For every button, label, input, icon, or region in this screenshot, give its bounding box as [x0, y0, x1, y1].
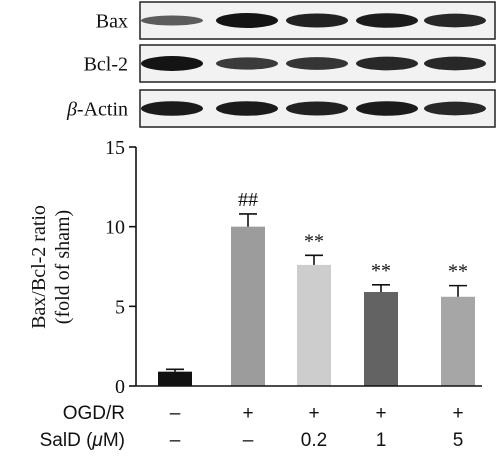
significance-mark: **: [371, 260, 391, 282]
blot-label: Bcl-2: [84, 54, 128, 76]
condition-value: 1: [376, 430, 387, 451]
significance-mark: ##: [238, 189, 258, 211]
blot-band: [216, 101, 278, 116]
blot-band: [424, 13, 486, 28]
y-axis-title-line2: (fold of sham): [52, 210, 74, 324]
condition-value: +: [308, 403, 319, 424]
condition-label: SalD (μM): [40, 430, 125, 451]
blot-label-suffix: Bcl-2: [84, 54, 128, 76]
blot-band: [286, 101, 348, 116]
blot-label-italic: β: [66, 99, 77, 121]
bar-group: **: [364, 260, 398, 386]
bar-group: **: [441, 261, 475, 386]
blot-band: [356, 101, 418, 116]
condition-value: –: [170, 403, 181, 424]
condition-label-italic: μ: [91, 430, 103, 451]
blot-band: [356, 13, 418, 28]
blot-band: [286, 57, 348, 70]
blot-band: [141, 56, 203, 71]
blot-band: [141, 101, 203, 116]
condition-value: +: [452, 403, 463, 424]
condition-value: +: [375, 403, 386, 424]
blot-strip: Bax: [96, 1, 496, 40]
significance-mark: **: [448, 261, 468, 283]
blot-label: β-Actin: [66, 99, 128, 121]
bar: [158, 371, 192, 386]
condition-label-prefix: SalD (: [40, 430, 93, 451]
blot-strip: Bcl-2: [84, 44, 496, 83]
blot-label: Bax: [96, 11, 128, 33]
condition-table: OGD/R – + + + + SalD (μM) – – 0.2 1 5: [40, 403, 464, 451]
blot-band: [424, 56, 486, 71]
significance-mark: **: [304, 230, 324, 252]
blot-panel: Bax Bcl-2 β-Actin: [66, 1, 496, 128]
y-axis: 0 5 10 15: [105, 137, 137, 398]
blot-strip: β-Actin: [66, 89, 496, 128]
blot-band: [424, 101, 486, 116]
bar: [364, 291, 398, 386]
bar: [441, 296, 475, 386]
bar: [297, 264, 331, 386]
blot-band: [216, 13, 278, 28]
y-axis-title: Bax/Bcl-2 ratio (fold of sham): [28, 205, 74, 329]
blot-band: [356, 56, 418, 71]
blot-band: [286, 13, 348, 28]
bar-group: [158, 368, 192, 386]
condition-label-suffix: M): [103, 430, 125, 451]
y-axis-title-line1: Bax/Bcl-2 ratio: [28, 205, 50, 329]
condition-value: +: [242, 403, 253, 424]
blot-label-suffix: Bax: [96, 11, 128, 33]
blot-label-suffix: -Actin: [77, 99, 128, 121]
bar-group: ##: [231, 189, 265, 386]
y-tick-label: 10: [105, 217, 125, 239]
y-tick-label: 15: [105, 137, 125, 159]
bars: ## ** ** **: [158, 189, 475, 386]
y-tick-label: 5: [115, 296, 125, 318]
condition-value: 5: [453, 430, 464, 451]
blot-band: [216, 57, 278, 70]
condition-value: –: [243, 430, 254, 451]
bar: [231, 226, 265, 386]
condition-row: OGD/R – + + + +: [63, 403, 464, 424]
condition-label: OGD/R: [63, 403, 125, 424]
blot-band: [141, 15, 203, 26]
y-tick-label: 0: [115, 376, 125, 398]
condition-value: –: [170, 430, 181, 451]
condition-row: SalD (μM) – – 0.2 1 5: [40, 430, 464, 451]
condition-value: 0.2: [301, 430, 327, 451]
bar-group: **: [297, 230, 331, 386]
